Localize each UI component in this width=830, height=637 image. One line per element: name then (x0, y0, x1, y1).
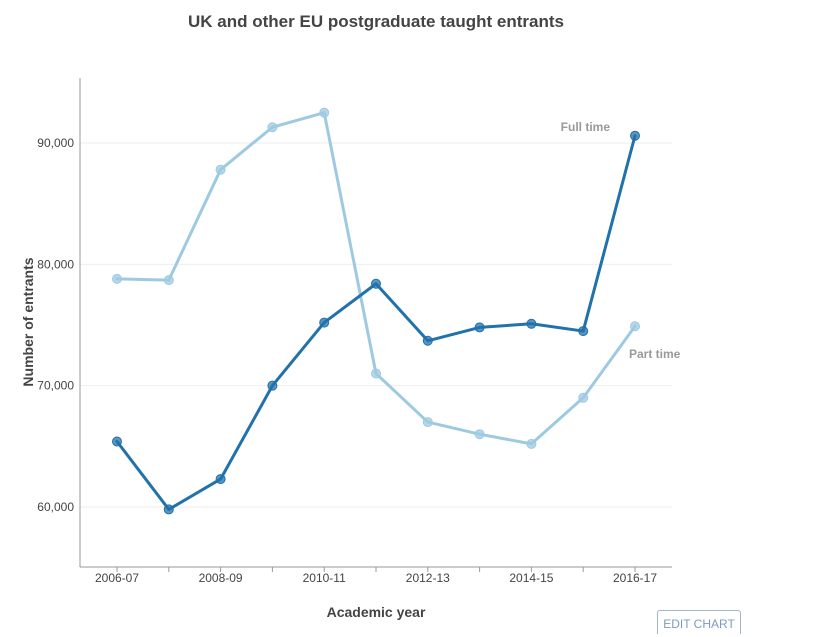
data-point[interactable] (371, 368, 381, 379)
data-point[interactable] (163, 275, 174, 286)
data-point[interactable] (630, 130, 640, 141)
data-point[interactable] (578, 392, 589, 403)
data-point[interactable] (112, 436, 122, 447)
data-point[interactable] (112, 273, 122, 284)
x-tick-label: 2010-11 (303, 571, 346, 585)
series-layer (112, 107, 640, 515)
data-point[interactable] (578, 326, 589, 337)
data-point[interactable] (422, 417, 433, 428)
chart-title: UK and other EU postgraduate taught entr… (188, 12, 564, 31)
series-label-full-time: Full time (561, 120, 611, 134)
series-line-full-time (115, 134, 637, 511)
data-point[interactable] (267, 380, 278, 391)
x-axis-title: Academic year (326, 604, 426, 620)
x-tick-label: 2016-17 (613, 571, 657, 585)
data-point[interactable] (526, 318, 537, 329)
data-point[interactable] (163, 504, 174, 515)
y-tick-label: 90,000 (37, 136, 74, 150)
data-point[interactable] (630, 321, 640, 332)
data-point[interactable] (422, 335, 433, 346)
y-axis-ticks: 60,000 70,000 80,000 90,000 (37, 136, 74, 514)
data-point[interactable] (215, 474, 226, 485)
y-axis-title: Number of entrants (20, 257, 36, 387)
data-point[interactable] (371, 278, 381, 289)
data-point[interactable] (526, 438, 537, 449)
data-point[interactable] (474, 429, 485, 440)
x-tick-label: 2014-15 (509, 571, 553, 585)
y-tick-label: 60,000 (37, 500, 74, 514)
data-point[interactable] (474, 322, 485, 333)
gridlines (80, 142, 672, 508)
x-tick-label: 2012-13 (406, 571, 450, 585)
x-axis-ticks: 2006-07 2008-09 2010-11 2012-13 2014-15 2016-… (95, 567, 657, 585)
data-point[interactable] (267, 122, 278, 133)
y-tick-label: 80,000 (37, 257, 74, 271)
series-line-part-time (115, 111, 637, 446)
data-point[interactable] (215, 164, 226, 175)
x-tick-label: 2006-07 (95, 571, 139, 585)
edit-chart-button[interactable]: EDIT CHART (657, 610, 741, 634)
series-label-part-time: Part time (629, 347, 681, 361)
x-tick-label: 2008-09 (199, 571, 243, 585)
series-labels: Full time Part time (561, 120, 681, 361)
data-point[interactable] (319, 107, 330, 118)
y-tick-label: 70,000 (37, 379, 74, 393)
data-point[interactable] (319, 317, 330, 328)
